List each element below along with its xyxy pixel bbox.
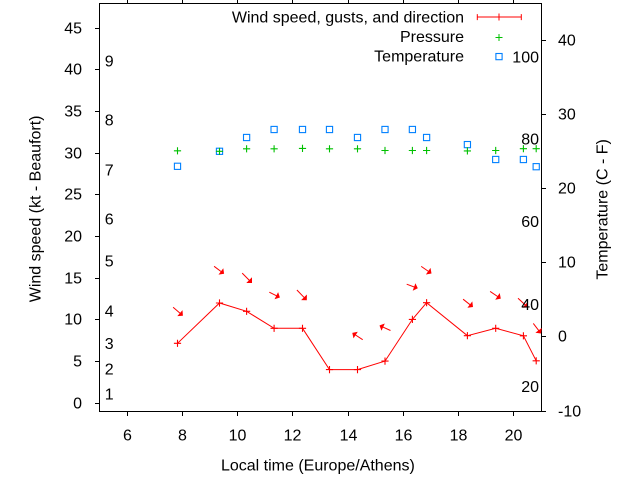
- svg-text:80: 80: [521, 132, 539, 149]
- svg-text:6: 6: [123, 428, 132, 445]
- svg-text:Wind speed (kt - Beaufort): Wind speed (kt - Beaufort): [28, 116, 45, 303]
- svg-text:1: 1: [105, 387, 114, 404]
- svg-text:14: 14: [340, 428, 358, 445]
- svg-text:2: 2: [105, 361, 114, 378]
- svg-text:5: 5: [73, 354, 82, 371]
- svg-text:8: 8: [105, 112, 114, 129]
- svg-text:20: 20: [64, 229, 82, 246]
- svg-text:40: 40: [521, 297, 539, 314]
- svg-text:20: 20: [505, 428, 523, 445]
- svg-text:-10: -10: [558, 404, 581, 421]
- svg-text:9: 9: [105, 54, 114, 71]
- svg-text:10: 10: [229, 428, 247, 445]
- svg-text:Wind speed, gusts, and directi: Wind speed, gusts, and direction: [232, 10, 464, 27]
- svg-text:10: 10: [64, 312, 82, 329]
- svg-text:Temperature (C - F): Temperature (C - F): [595, 139, 612, 279]
- svg-text:30: 30: [558, 107, 576, 124]
- svg-text:60: 60: [521, 214, 539, 231]
- svg-text:16: 16: [395, 428, 413, 445]
- svg-text:100: 100: [512, 50, 539, 67]
- svg-text:8: 8: [178, 428, 187, 445]
- svg-text:7: 7: [105, 163, 114, 180]
- svg-text:6: 6: [105, 212, 114, 229]
- svg-text:Temperature: Temperature: [374, 49, 464, 66]
- svg-text:10: 10: [558, 255, 576, 272]
- svg-text:0: 0: [558, 329, 567, 346]
- svg-text:5: 5: [105, 253, 114, 270]
- svg-text:20: 20: [558, 181, 576, 198]
- svg-text:30: 30: [64, 146, 82, 163]
- svg-text:18: 18: [450, 428, 468, 445]
- svg-text:40: 40: [558, 33, 576, 50]
- svg-text:Pressure: Pressure: [400, 29, 464, 46]
- svg-text:4: 4: [105, 304, 114, 321]
- svg-text:20: 20: [521, 379, 539, 396]
- svg-text:40: 40: [64, 62, 82, 79]
- svg-text:Local time (Europe/Athens): Local time (Europe/Athens): [221, 458, 415, 475]
- svg-text:15: 15: [64, 271, 82, 288]
- svg-text:12: 12: [284, 428, 302, 445]
- svg-text:3: 3: [105, 336, 114, 353]
- svg-text:0: 0: [73, 396, 82, 413]
- svg-text:35: 35: [64, 104, 82, 121]
- svg-text:25: 25: [64, 187, 82, 204]
- svg-text:45: 45: [64, 21, 82, 38]
